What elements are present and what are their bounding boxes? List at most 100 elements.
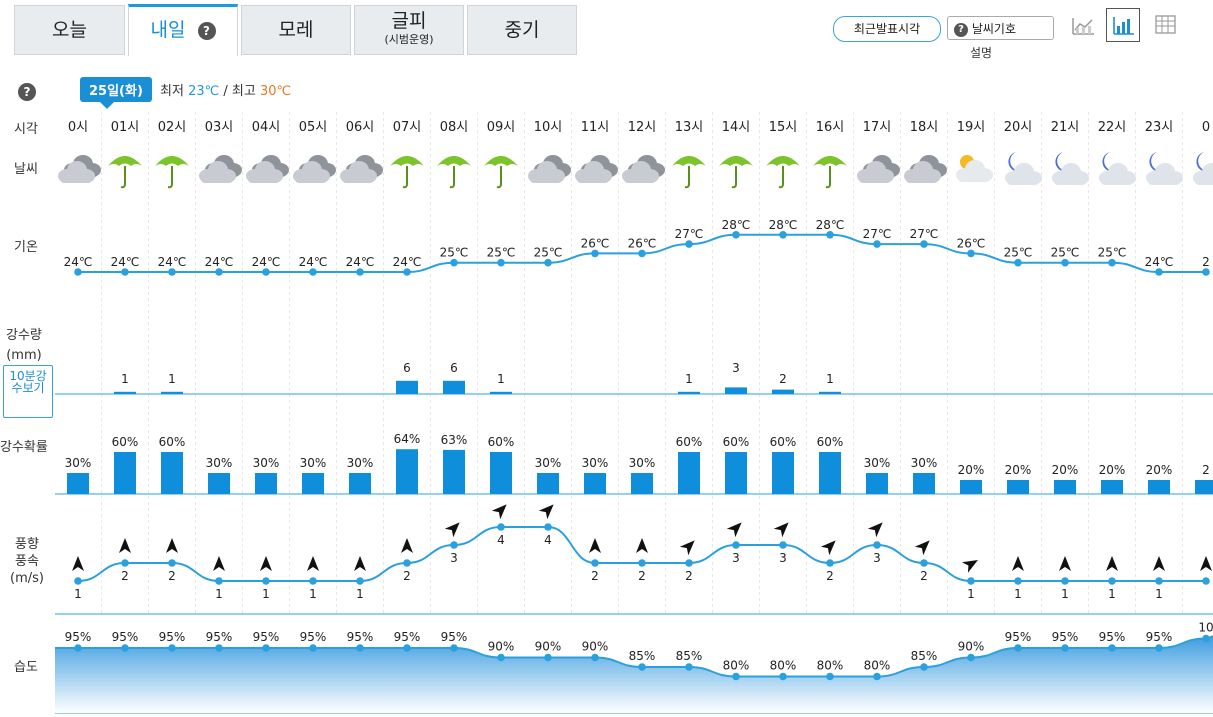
rain-prob-label: 30% — [911, 456, 938, 470]
temperature-label: 25℃ — [1004, 246, 1033, 260]
rain-amount-label: 1 — [168, 372, 176, 386]
min-max-temp: 최저 23℃ / 최고 30℃ — [160, 84, 292, 99]
help-icon: ? — [954, 22, 968, 37]
rain-prob-bar — [67, 473, 89, 494]
line-chart-view-icon[interactable] — [1066, 8, 1100, 42]
wind-direction-arrow-icon — [166, 538, 178, 553]
rain-prob-label: 64% — [394, 432, 421, 446]
cloud-icon — [575, 155, 618, 183]
bar-chart-view-icon[interactable] — [1106, 8, 1140, 42]
humidity-label: 95% — [253, 630, 280, 644]
temperature-label: 24℃ — [252, 255, 281, 269]
hour-label: 22시 — [1098, 120, 1127, 135]
wind-speed-label: 2 — [826, 569, 834, 583]
umbrella-icon — [155, 156, 189, 189]
wind-point — [262, 577, 270, 585]
ten-minute-rain-button[interactable]: 10분강수보기 — [3, 365, 53, 418]
rain-prob-bar — [349, 473, 371, 494]
temperature-point — [403, 268, 411, 276]
help-icon[interactable]: ? — [197, 21, 216, 40]
hour-label: 11시 — [581, 120, 610, 135]
hour-label: 13시 — [675, 120, 704, 135]
temperature-point — [638, 249, 646, 258]
humidity-label: 95% — [65, 630, 92, 644]
temperature-label: 27℃ — [910, 227, 939, 241]
wind-point — [215, 577, 223, 585]
humidity-point — [544, 653, 552, 662]
wind-point — [1014, 577, 1022, 585]
cloud-icon — [58, 155, 101, 183]
wind-speed-label: 1 — [1014, 587, 1022, 601]
hour-label: 20시 — [1004, 120, 1033, 135]
wind-direction-arrow-icon — [538, 504, 554, 520]
tab-day-after[interactable]: 모레 — [241, 5, 351, 55]
wind-point — [1061, 577, 1069, 585]
rain-prob-label: 60% — [112, 435, 139, 449]
tab-today[interactable]: 오늘 — [14, 5, 125, 55]
rain-prob-bar — [1195, 480, 1213, 494]
humidity-point — [826, 672, 834, 681]
wind-direction-arrow-icon — [354, 556, 366, 571]
wind-point — [356, 577, 364, 585]
weather-legend-button[interactable]: ? 날씨기호 — [947, 16, 1054, 40]
recent-release-button[interactable]: 최근발표시각 — [833, 16, 941, 42]
rain-prob-bar — [866, 473, 888, 494]
wind-direction-arrow-icon — [1153, 556, 1165, 571]
rain-prob-label: 30% — [347, 456, 374, 470]
rain-amount-bar — [490, 391, 512, 394]
umbrella-icon — [719, 156, 753, 189]
temperature-label: 2 — [1202, 255, 1210, 269]
humidity-point — [262, 644, 270, 652]
rain-prob-label: 60% — [770, 435, 797, 449]
humidity-label: 95% — [394, 630, 421, 644]
wind-point — [121, 559, 129, 567]
temperature-point — [168, 268, 176, 276]
rain-amount-bar — [725, 387, 747, 394]
wind-point — [591, 559, 599, 567]
tab-midterm[interactable]: 중기 — [467, 5, 577, 55]
wind-direction-arrow-icon — [961, 560, 978, 573]
umbrella-icon — [766, 156, 800, 189]
temperature-label: 28℃ — [816, 218, 845, 232]
rain-amount-label: 2 — [779, 372, 787, 386]
hour-label: 17시 — [863, 120, 892, 135]
temperature-label: 26℃ — [581, 236, 610, 250]
cloud-icon — [622, 155, 665, 183]
rain-prob-label: 60% — [159, 435, 186, 449]
humidity-label: 95% — [1099, 630, 1126, 644]
wind-speed-label: 2 — [685, 569, 693, 583]
humidity-point — [685, 663, 693, 671]
humidity-label: 95% — [441, 630, 468, 644]
humidity-point — [450, 644, 458, 652]
cloud-icon — [246, 155, 289, 183]
hour-label: 15시 — [769, 120, 798, 135]
wind-direction-arrow-icon — [213, 556, 225, 571]
wind-speed-label: 1 — [74, 587, 82, 601]
date-badge: 25일(화) — [80, 77, 152, 109]
rain-prob-bar — [725, 452, 747, 494]
wind-direction-arrow-icon — [1106, 556, 1118, 571]
help-icon[interactable]: ? — [18, 83, 36, 101]
temperature-label: 24℃ — [64, 255, 93, 269]
tab-glpi[interactable]: 글피 (시범운영) — [354, 5, 464, 55]
humidity-point — [168, 644, 176, 652]
wind-point — [685, 559, 693, 567]
row-label-rain-amount: 강수량 (mm) — [6, 328, 42, 363]
temperature-label: 24℃ — [111, 255, 140, 269]
rain-amount-label: 1 — [497, 372, 505, 386]
wind-speed-label: 4 — [544, 533, 552, 547]
temperature-point — [1014, 258, 1022, 267]
wind-direction-arrow-icon — [1059, 556, 1071, 571]
table-view-icon[interactable] — [1148, 8, 1182, 42]
rain-amount-label: 3 — [732, 361, 740, 375]
wind-speed-label: 1 — [262, 587, 270, 601]
moon-cloud-icon — [1052, 152, 1089, 185]
rain-prob-label: 20% — [1052, 463, 1079, 477]
wind-direction-arrow-icon — [679, 540, 695, 556]
rain-amount-label: 6 — [403, 361, 411, 375]
rain-prob-label: 30% — [206, 456, 233, 470]
hour-label: 19시 — [957, 120, 986, 135]
rain-amount-label: 1 — [685, 372, 693, 386]
rain-prob-label: 60% — [488, 435, 515, 449]
tab-tomorrow[interactable]: 내일 ? — [128, 4, 238, 56]
